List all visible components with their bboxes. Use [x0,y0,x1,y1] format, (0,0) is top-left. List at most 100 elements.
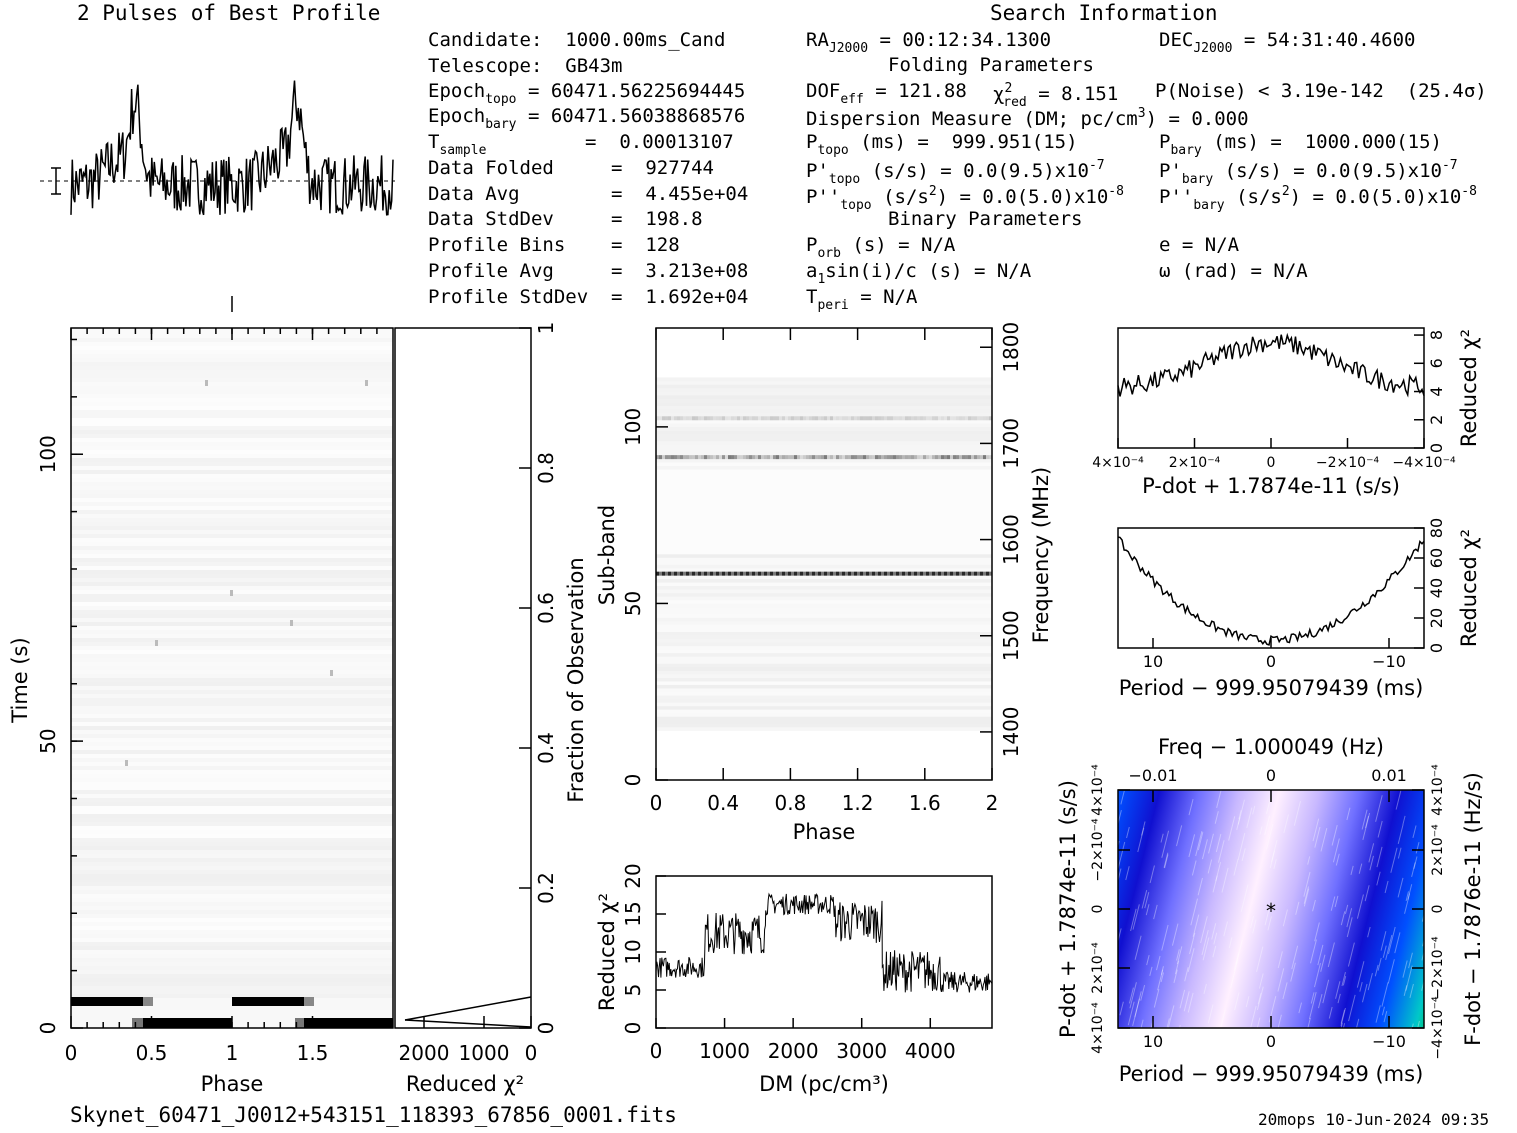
subband-band-cell [674,416,677,421]
subband-band-cell [788,571,791,576]
time-row [71,794,393,798]
subband-band-cell [686,416,689,421]
ppdot-streak [1189,932,1196,955]
porb-line: Porb (s) = N/A [806,234,956,261]
subband-band-cell [965,455,968,460]
subband-band-cell [740,455,743,460]
subband-row [656,691,992,696]
ppdot-streak [1335,853,1340,866]
ppdot-streak [1387,959,1395,984]
ppdot-streak [1256,986,1264,1010]
subband-band-cell [869,455,872,460]
time-row [71,730,393,734]
dm-xtick-label: 1000 [699,1039,750,1063]
time-row [71,474,393,478]
dm-ylabel: Reduced χ² [595,893,619,1011]
time-row [71,706,393,710]
ppdot-streak [1132,904,1140,930]
ppdot-streak [1384,880,1389,894]
time-row [71,774,393,778]
subband-band-cell [863,455,866,460]
ppdot-streak [1307,1017,1311,1028]
ppdot-streak [1167,1005,1175,1028]
ppdot-streak [1188,834,1196,858]
subband-band-cell [812,416,815,421]
time-row [71,702,393,706]
subband-band-cell [689,455,692,460]
ppdot-streak [1094,880,1101,906]
time-row [71,954,393,958]
ppdot-streak [1290,962,1296,982]
time-row [71,582,393,586]
subband-row [656,617,992,622]
subband-row [656,458,992,463]
subband-band-cell [734,455,737,460]
ppdot-streak [1334,895,1339,908]
ppdot-streak [1320,954,1326,972]
ppdot-streak [1145,904,1150,916]
time-row [71,814,393,818]
subband-band-cell [803,416,806,421]
ppdot-streak [1134,991,1142,1018]
subband-band-cell [890,455,893,460]
epoch-bary-line: Epochbary = 60471.56038868576 [428,105,746,132]
ppdot-streak [1220,1009,1226,1028]
ppdot-streak [1115,907,1117,917]
subband-band-cell [761,455,764,460]
ppdot-streak [1233,952,1240,971]
ppdot-streak [1176,825,1183,847]
subband-band-cell [731,571,734,576]
subband-band-cell [821,416,824,421]
subband-band-cell [974,571,977,576]
time-row [71,850,393,854]
time-row [71,430,393,434]
subband-xtick-label: 1.2 [842,791,874,815]
subband-band-cell [818,416,821,421]
subband-band-cell [707,455,710,460]
time-row [71,542,393,546]
subband-band-cell [989,571,992,576]
period-ylabel: Reduced χ² [1457,529,1481,647]
dec-line: DECJ2000 = 54:31:40.4600 [1159,29,1416,56]
ppdot-streak [1381,1006,1385,1016]
subband-band-cell [656,455,659,460]
subband-band-cell [830,455,833,460]
time-row [71,886,393,890]
subband-row [656,635,992,640]
subband-band-cell [986,455,989,460]
ppdot-streak [1212,875,1218,893]
subband-band-cell [761,571,764,576]
subband-band-cell [671,455,674,460]
subband-row [656,554,992,558]
subband-band-cell [866,571,869,576]
subband-row [656,465,992,470]
subband-row [656,469,992,474]
time-row [71,750,393,754]
subband-band-cell [737,416,740,421]
ppdot-streak [1266,823,1274,850]
subband-band-cell [947,571,950,576]
ppdot-streak [1228,816,1236,841]
subband-band-cell [911,571,914,576]
subband-band-cell [704,455,707,460]
ppdot-streak [1257,993,1262,1005]
subband-band-cell [848,455,851,460]
time-row [71,806,393,810]
subband-band-cell [854,416,857,421]
ppdot-streak [1380,931,1387,951]
subband-row [656,486,992,491]
pdot-ytick-label: 4 [1427,386,1446,396]
time-row [71,734,393,738]
time-row [71,650,393,654]
subband-plot: 0 0.4 0.8 1.2 1.6 2 0 50 100 1400 1500 1600 1700 1800… [595,322,1053,844]
subband-band-cell [881,416,884,421]
subband-row [656,529,992,534]
subband-band-cell [767,455,770,460]
time-row [71,466,393,470]
subband-band-cell [716,571,719,576]
subband-row [656,504,992,509]
subband-row [656,585,992,590]
subband-band-cell [734,416,737,421]
ppdot-streak [1127,1001,1135,1026]
subband-band-cell [983,571,986,576]
